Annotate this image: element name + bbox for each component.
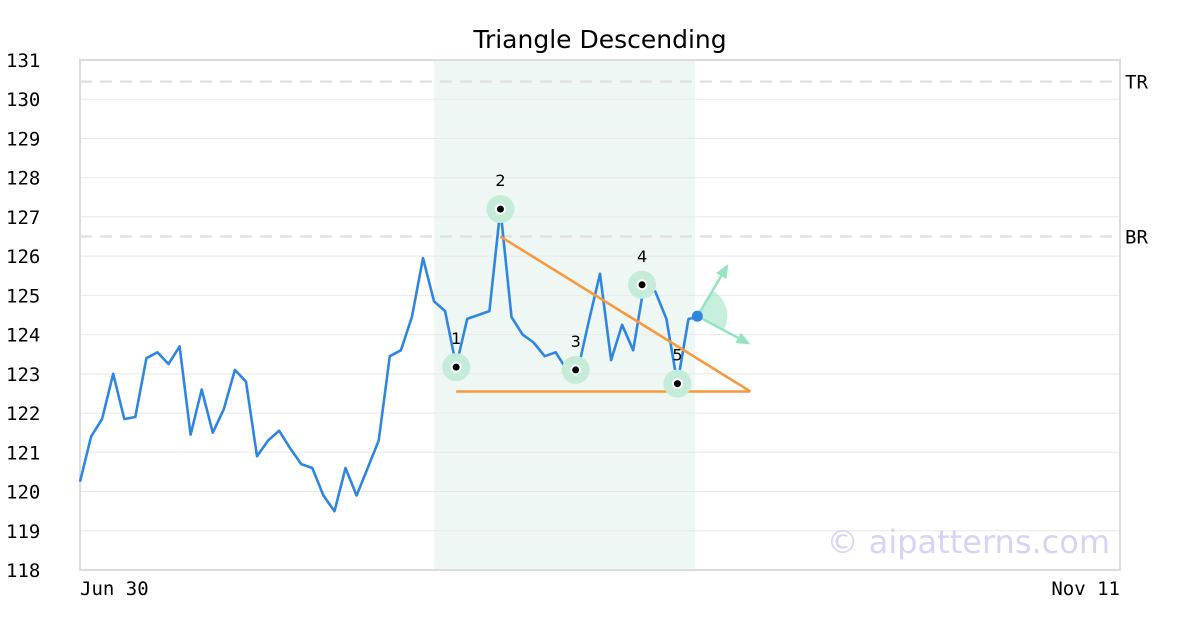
pattern-point xyxy=(450,361,462,373)
pattern-point xyxy=(570,364,582,376)
y-tick-label: 118 xyxy=(6,560,40,582)
watermark: © aipatterns.com xyxy=(827,523,1110,561)
y-tick-label: 122 xyxy=(6,403,40,425)
breakout-down-arrow-shaft xyxy=(696,315,739,339)
y-tick-label: 125 xyxy=(6,285,40,307)
y-tick-label: 129 xyxy=(6,128,40,150)
y-tick-label: 130 xyxy=(6,89,40,111)
pattern-point xyxy=(636,279,648,291)
x-tick-label: Nov 11 xyxy=(1051,578,1120,600)
y-tick-label: 124 xyxy=(6,325,40,347)
y-tick-label: 128 xyxy=(6,168,40,190)
price-series-line xyxy=(78,207,700,513)
y-tick-label: 119 xyxy=(6,521,40,543)
chart-title: Triangle Descending xyxy=(472,25,726,54)
reference-line-label: BR xyxy=(1125,227,1148,249)
pattern-highlight-band xyxy=(434,60,696,570)
breakout-sector xyxy=(697,290,728,331)
breakout-down-arrow-head xyxy=(735,332,751,345)
x-tick-label: Jun 30 xyxy=(80,578,149,600)
y-tick-label: 123 xyxy=(6,364,40,386)
pattern-point-label: 2 xyxy=(495,171,505,190)
y-tick-label: 121 xyxy=(6,442,40,464)
y-tick-label: 126 xyxy=(6,246,40,268)
breakout-marker xyxy=(691,310,703,322)
pattern-point xyxy=(494,203,506,215)
breakout-up-arrow-shaft xyxy=(696,275,723,317)
pattern-point-label: 3 xyxy=(571,332,581,351)
pattern-point xyxy=(671,378,683,390)
reference-line-label: TR xyxy=(1125,72,1148,94)
y-tick-label: 120 xyxy=(6,482,40,504)
pattern-point-label: 5 xyxy=(672,346,682,365)
breakout-up-arrow-head xyxy=(716,264,729,280)
pattern-point-label: 4 xyxy=(637,247,647,266)
plot-frame xyxy=(79,59,1121,571)
y-tick-label: 127 xyxy=(6,207,40,229)
triangle-trendline xyxy=(499,235,752,393)
y-tick-label: 131 xyxy=(6,50,40,72)
pattern-point-label: 1 xyxy=(451,329,461,348)
